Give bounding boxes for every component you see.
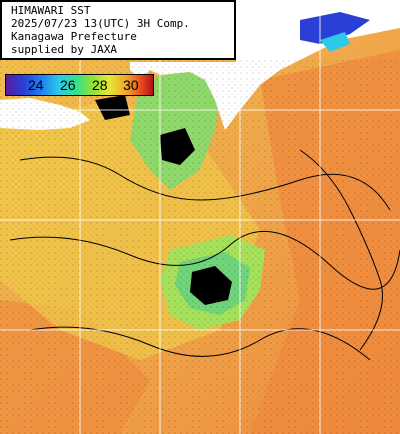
contour-line-1 xyxy=(19,156,391,211)
title-line-product: HIMAWARI SST xyxy=(11,4,91,17)
title-line-region: Kanagawa Prefecture xyxy=(11,30,137,43)
temperature-color-legend: 24 26 28 30 xyxy=(5,74,154,96)
legend-label-24: 24 xyxy=(28,77,44,93)
sst-noise-texture xyxy=(0,60,400,434)
title-line-credit: supplied by JAXA xyxy=(11,43,117,56)
title-line-datetime: 2025/07/23 13(UTC) 3H Comp. xyxy=(11,17,190,30)
legend-label-26: 26 xyxy=(60,77,76,93)
contour-line-4 xyxy=(299,149,383,351)
contour-line-2 xyxy=(9,230,400,290)
cold-coastal-strip xyxy=(300,12,370,44)
cold-coastal-strip-2 xyxy=(320,32,350,52)
legend-label-28: 28 xyxy=(92,77,108,93)
title-box: HIMAWARI SST 2025/07/23 13(UTC) 3H Comp.… xyxy=(0,0,236,60)
legend-label-30: 30 xyxy=(123,77,139,93)
